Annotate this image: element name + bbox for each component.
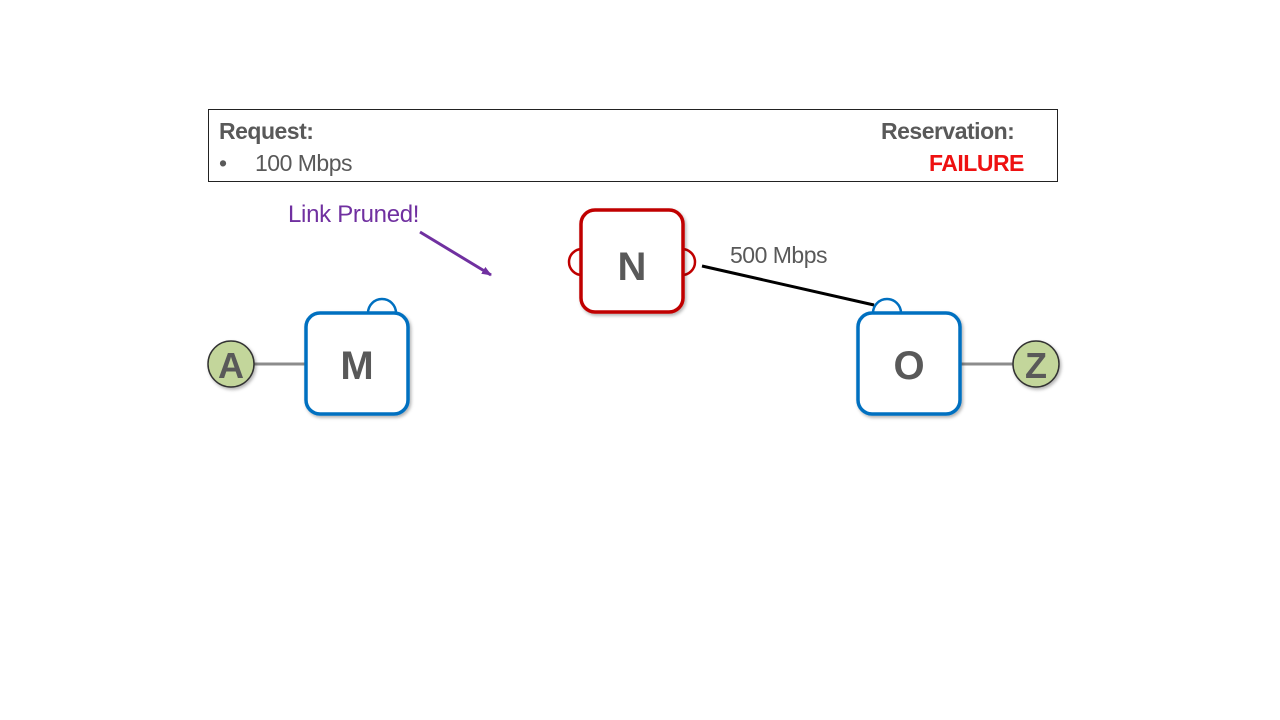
request-bandwidth: 100 Mbps xyxy=(255,150,353,176)
router-m-label: M xyxy=(340,344,373,388)
endpoint-a[interactable]: A xyxy=(207,340,255,388)
router-o[interactable]: O xyxy=(856,297,962,416)
router-n-label: N xyxy=(618,245,647,289)
router-n-left-port-icon xyxy=(567,247,583,277)
router-n[interactable]: N xyxy=(567,208,697,314)
endpoint-a-label: A xyxy=(218,345,244,386)
link-n-o-bandwidth-label: 500 Mbps xyxy=(730,242,827,268)
bullet-icon: • xyxy=(219,150,227,176)
reservation-status: FAILURE xyxy=(929,150,1024,176)
request-title: Request: xyxy=(219,118,314,144)
link-n-o xyxy=(701,264,875,307)
router-o-label: O xyxy=(893,344,924,388)
annotation-arrow xyxy=(419,230,492,277)
endpoint-z[interactable]: Z xyxy=(1012,340,1060,388)
reservation-title: Reservation: xyxy=(881,118,1015,144)
reservation-info-box: Request: • 100 Mbps Reservation: FAILURE xyxy=(208,109,1058,182)
router-o-port-icon xyxy=(871,297,903,314)
router-m-port-icon xyxy=(366,297,398,314)
router-m[interactable]: M xyxy=(304,297,410,416)
link-pruned-annotation: Link Pruned! xyxy=(288,201,419,228)
request-item: • 100 Mbps xyxy=(219,150,353,177)
endpoint-z-label: Z xyxy=(1025,345,1047,386)
router-n-right-port-icon xyxy=(681,247,697,277)
